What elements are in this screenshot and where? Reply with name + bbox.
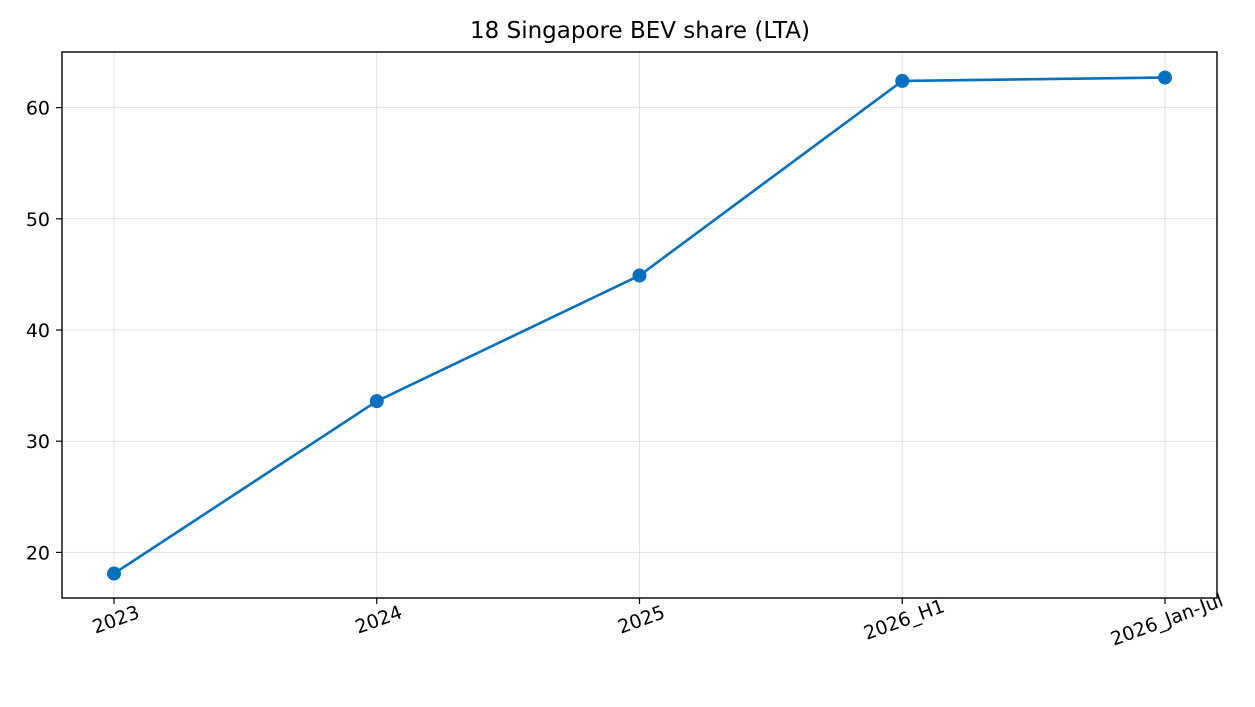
data-point-2026_H1 (895, 73, 910, 88)
y-tick-label: 40 (26, 320, 50, 342)
y-tick-label: 60 (26, 98, 50, 120)
data-point-2025 (632, 268, 647, 283)
x-tick-label: 2023 (90, 601, 143, 638)
data-point-2026_Jan-Jul (1158, 70, 1172, 85)
series-layer (107, 70, 1172, 581)
x-tick-label: 2025 (615, 601, 668, 638)
data-point-2023 (107, 566, 121, 581)
y-tick-label: 50 (26, 209, 50, 231)
x-tick-label: 2024 (352, 601, 405, 638)
data-point-2024 (369, 394, 384, 409)
y-tick-label: 30 (26, 431, 50, 453)
grid-lines (62, 52, 1217, 598)
y-axis: 20 30 40 50 60 (26, 98, 62, 564)
x-tick-label: 2026_H1 (861, 595, 948, 644)
chart-title: 18 Singapore BEV share (LTA) (470, 18, 810, 44)
y-tick-label: 20 (26, 542, 50, 564)
